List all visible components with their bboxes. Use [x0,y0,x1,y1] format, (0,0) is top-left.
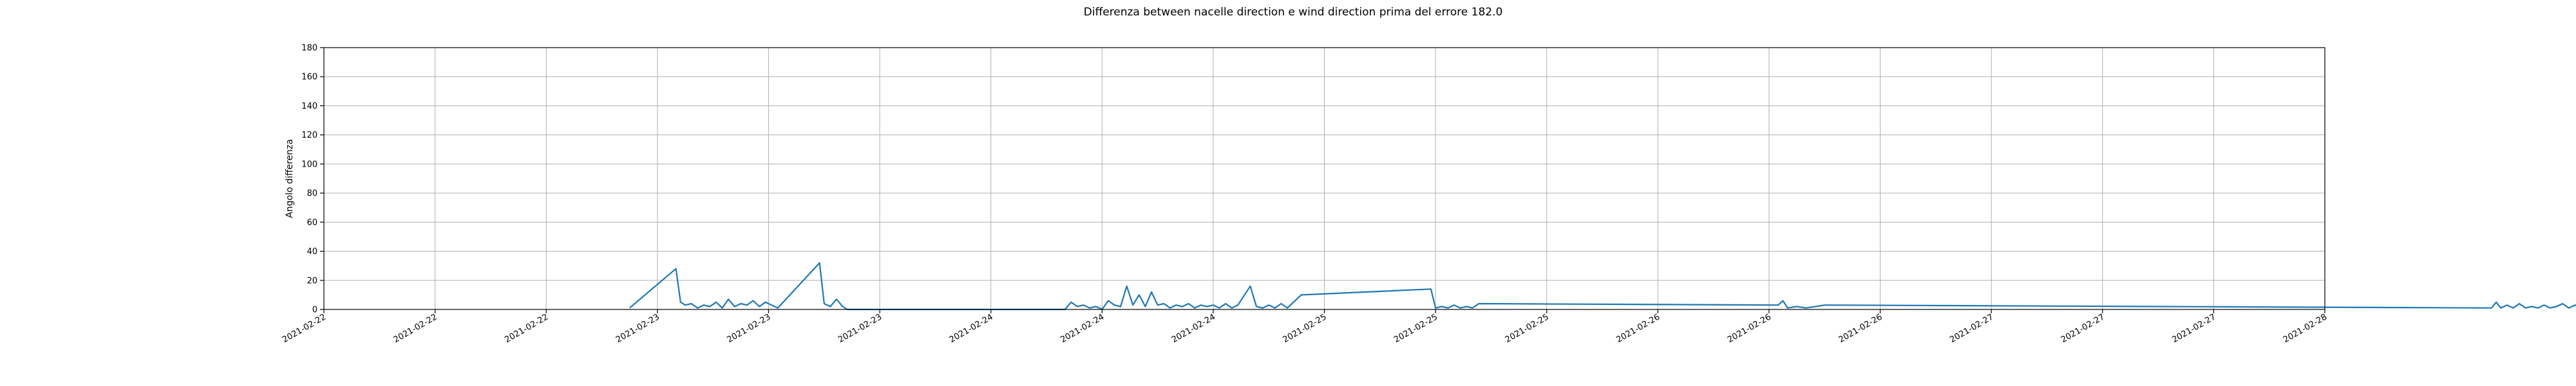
x-tick-label: 2021-02-22 [392,312,439,345]
x-tick-label: 2021-02-27 [1948,312,1995,345]
y-tick-label: 0 [312,306,317,315]
x-tick-label: 2021-02-24 [948,312,995,345]
x-tick-label: 2021-02-24 [1170,312,1217,345]
x-axis: 2021-02-22 2021-02-22 2021-02-22 2021-02-23… [281,309,2329,345]
y-tick-label: 180 [301,44,317,53]
y-tick-label: 140 [301,102,317,111]
x-tick-label: 2021-02-26 [1726,312,1773,345]
x-tick-label: 2021-02-22 [503,312,550,345]
y-tick-label: 160 [301,73,317,82]
x-tick-label: 2021-02-22 [281,312,328,345]
y-axis-label: Angolo differenza [285,139,295,218]
x-tick-label: 2021-02-23 [837,312,884,345]
x-tick-label: 2021-02-27 [2170,312,2217,345]
x-tick-label: 2021-02-27 [2060,312,2107,345]
series-layer [629,262,2576,311]
x-tick-label: 2021-02-26 [1615,312,1662,345]
y-tick-label: 60 [307,218,317,228]
x-tick-label: 2021-02-23 [726,312,773,345]
y-tick-label: 100 [301,160,317,169]
x-tick-label: 2021-02-24 [1059,312,1106,345]
y-axis: 0 20 40 60 80 100 120 140 160 180 [301,44,324,315]
grid [323,47,2325,310]
y-tick-label: 40 [307,247,317,257]
x-tick-label: 2021-02-25 [1282,312,1329,345]
y-tick-label: 20 [307,276,317,286]
y-tick-label: 80 [307,189,317,199]
x-tick-label: 2021-02-26 [1837,312,1884,345]
chart-title: Differenza between nacelle direction e w… [1084,6,1503,19]
x-tick-label: 2021-02-25 [1392,312,1439,345]
x-tick-label: 2021-02-23 [614,312,661,345]
x-tick-label: 2021-02-28 [2282,312,2329,345]
x-tick-label: 2021-02-25 [1504,312,1551,345]
y-tick-label: 120 [301,131,317,140]
series-line-0 [629,262,2576,311]
